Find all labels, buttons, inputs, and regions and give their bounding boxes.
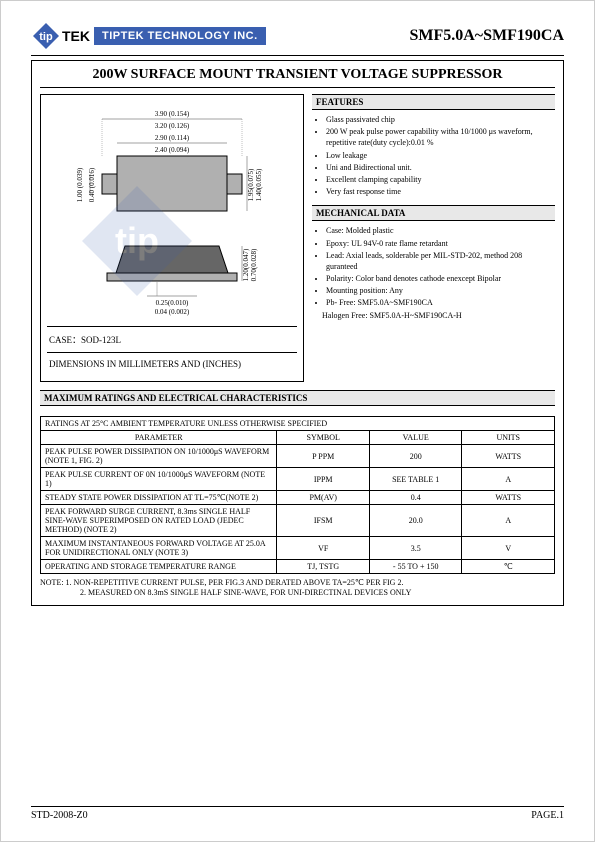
logo-text: TEK: [62, 28, 90, 44]
package-drawing: tip 3.90 (0.154) 3.20 (0.126): [47, 101, 297, 326]
svg-text:1.95(0.075): 1.95(0.075): [247, 168, 255, 201]
cell: STEADY STATE POWER DISSIPATION AT TL=75℃…: [41, 491, 277, 505]
cell: 20.0: [369, 505, 462, 537]
company-name: TIPTEK TECHNOLOGY INC.: [94, 27, 266, 45]
svg-text:1.20(0.047): 1.20(0.047): [242, 248, 250, 281]
list-item: Lead: Axial leads, solderable per MIL-ST…: [326, 250, 555, 272]
cell: A: [462, 505, 555, 537]
ratings-section-header: MAXIMUM RATINGS AND ELECTRICAL CHARACTER…: [40, 390, 555, 406]
col-header: PARAMETER: [41, 431, 277, 445]
table-row: OPERATING AND STORAGE TEMPERATURE RANGE …: [41, 560, 555, 574]
cell: V: [462, 537, 555, 560]
list-item: Mounting position: Any: [326, 285, 555, 296]
cell: PEAK PULSE CURRENT OF 0N 10/1000μS WAVEF…: [41, 468, 277, 491]
cell: SEE TABLE 1: [369, 468, 462, 491]
cell: 3.5: [369, 537, 462, 560]
cell: 0.4: [369, 491, 462, 505]
cell: A: [462, 468, 555, 491]
list-item: Pb- Free: SMF5.0A~SMF190CA: [326, 297, 555, 308]
mechanical-header: MECHANICAL DATA: [312, 205, 555, 221]
cell: IPPM: [277, 468, 370, 491]
cell: MAXIMUM INSTANTANEOUS FORWARD VOLTAGE AT…: [41, 537, 277, 560]
cell: 200: [369, 445, 462, 468]
cell: P PPM: [277, 445, 370, 468]
table-row: PEAK PULSE CURRENT OF 0N 10/1000μS WAVEF…: [41, 468, 555, 491]
logo-block: tip TEK TIPTEK TECHNOLOGY INC.: [31, 21, 266, 51]
features-header: FEATURES: [312, 94, 555, 110]
svg-text:0.40 (0.016): 0.40 (0.016): [88, 167, 96, 202]
cell: - 55 TO + 150: [369, 560, 462, 574]
table-title: RATINGS AT 25°C AMBIENT TEMPERATURE UNLE…: [41, 417, 555, 431]
note-line: 2. MEASURED ON 8.3mS SINGLE HALF SINE-WA…: [40, 588, 555, 598]
main-content: 200W SURFACE MOUNT TRANSIENT VOLTAGE SUP…: [31, 60, 564, 606]
list-item: Low leakage: [326, 150, 555, 161]
col-header: VALUE: [369, 431, 462, 445]
svg-text:3.20 (0.126): 3.20 (0.126): [155, 122, 190, 130]
table-header-row: PARAMETER SYMBOL VALUE UNITS: [41, 431, 555, 445]
case-label: CASE：SOD-123L: [47, 326, 297, 352]
page-header: tip TEK TIPTEK TECHNOLOGY INC. SMF5.0A~S…: [31, 21, 564, 56]
table-row: PEAK FORWARD SURGE CURRENT, 8.3ms SINGLE…: [41, 505, 555, 537]
list-item: Polarity: Color band denotes cathode ene…: [326, 273, 555, 284]
svg-text:2.90 (0.114): 2.90 (0.114): [155, 134, 190, 142]
list-sub-item: Halogen Free: SMF5.0A-H~SMF190CA-H: [322, 310, 555, 321]
cell: IFSM: [277, 505, 370, 537]
top-section: tip 3.90 (0.154) 3.20 (0.126): [40, 94, 555, 382]
page-number: PAGE.1: [531, 810, 564, 821]
table-row: MAXIMUM INSTANTANEOUS FORWARD VOLTAGE AT…: [41, 537, 555, 560]
table-title-row: RATINGS AT 25°C AMBIENT TEMPERATURE UNLE…: [41, 417, 555, 431]
svg-text:3.90 (0.154): 3.90 (0.154): [155, 110, 190, 118]
svg-text:0.25(0.010): 0.25(0.010): [156, 299, 189, 307]
doc-code: STD-2008-Z0: [31, 810, 88, 821]
cell: TJ, TSTG: [277, 560, 370, 574]
cell: WATTS: [462, 491, 555, 505]
page-footer: STD-2008-Z0 PAGE.1: [31, 806, 564, 821]
list-item: 200 W peak pulse power capability witha …: [326, 126, 555, 148]
list-item: Very fast response time: [326, 186, 555, 197]
svg-text:0.04 (0.002): 0.04 (0.002): [155, 308, 190, 316]
table-notes: NOTE: 1. NON-REPETITIVE CURRENT PULSE, P…: [40, 578, 555, 599]
cell: OPERATING AND STORAGE TEMPERATURE RANGE: [41, 560, 277, 574]
dimensions-label: DIMENSIONS IN MILLIMETERS AND (INCHES): [47, 352, 297, 375]
list-item: Glass passivated chip: [326, 114, 555, 125]
cell: PEAK PULSE POWER DISSIPATION ON 10/1000μ…: [41, 445, 277, 468]
note-line: NOTE: 1. NON-REPETITIVE CURRENT PULSE, P…: [40, 578, 555, 588]
features-list: Glass passivated chip 200 W peak pulse p…: [312, 114, 555, 197]
tiptek-logo-icon: tip: [31, 21, 61, 51]
cell: PEAK FORWARD SURGE CURRENT, 8.3ms SINGLE…: [41, 505, 277, 537]
table-row: STEADY STATE POWER DISSIPATION AT TL=75℃…: [41, 491, 555, 505]
table-row: PEAK PULSE POWER DISSIPATION ON 10/1000μ…: [41, 445, 555, 468]
list-item: Case: Molded plastic: [326, 225, 555, 236]
cell: PM(AV): [277, 491, 370, 505]
cell: VF: [277, 537, 370, 560]
part-number: SMF5.0A~SMF190CA: [409, 27, 564, 45]
list-item: Epoxy: UL 94V-0 rate flame retardant: [326, 238, 555, 249]
list-item: Uni and Bidirectional unit.: [326, 162, 555, 173]
document-title: 200W SURFACE MOUNT TRANSIENT VOLTAGE SUP…: [40, 67, 555, 88]
svg-text:tip: tip: [39, 31, 53, 43]
mechanical-drawing-svg: 3.90 (0.154) 3.20 (0.126) 2.90 (0.114) 2…: [47, 101, 297, 326]
col-header: UNITS: [462, 431, 555, 445]
cell: ℃: [462, 560, 555, 574]
svg-text:0.70(0.028): 0.70(0.028): [250, 248, 258, 281]
ratings-table: RATINGS AT 25°C AMBIENT TEMPERATURE UNLE…: [40, 416, 555, 574]
cell: WATTS: [462, 445, 555, 468]
svg-text:1.00 (0.039): 1.00 (0.039): [76, 167, 84, 202]
package-drawing-box: tip 3.90 (0.154) 3.20 (0.126): [40, 94, 304, 382]
svg-text:1.40(0.055): 1.40(0.055): [255, 168, 263, 201]
col-header: SYMBOL: [277, 431, 370, 445]
right-column: FEATURES Glass passivated chip 200 W pea…: [312, 94, 555, 382]
mechanical-list: Case: Molded plastic Epoxy: UL 94V-0 rat…: [312, 225, 555, 321]
list-item: Excellent clamping capability: [326, 174, 555, 185]
svg-text:2.40 (0.094): 2.40 (0.094): [155, 146, 190, 154]
